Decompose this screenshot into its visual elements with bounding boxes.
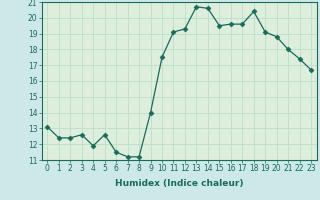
X-axis label: Humidex (Indice chaleur): Humidex (Indice chaleur) <box>115 179 244 188</box>
